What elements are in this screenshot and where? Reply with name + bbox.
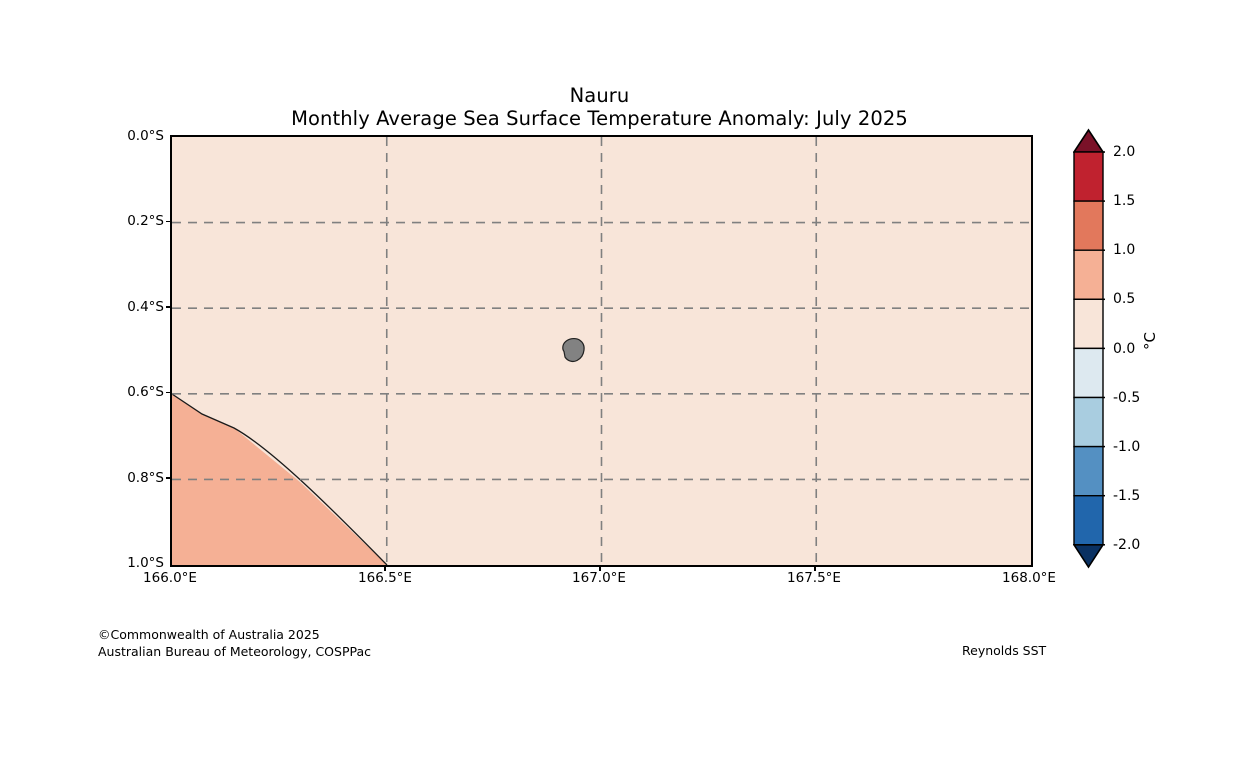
xtick-label-3: 167.5°E (787, 570, 841, 586)
map-canvas (172, 137, 1031, 565)
footer-attribution: ©Commonwealth of Australia 2025 Australi… (98, 626, 371, 660)
colorbar-band-m2p0-m1p5 (1073, 495, 1104, 546)
colorbar-band-1p0-1p5 (1073, 200, 1104, 251)
colorbar-tickmarks (1103, 151, 1105, 546)
footer-data-source: Reynolds SST (962, 643, 1047, 658)
colorbar-band-0p0-0p5 (1073, 298, 1104, 350)
map-plot-area (170, 135, 1033, 567)
ytick-mark-2 (166, 306, 172, 308)
ytick-mark-1 (166, 220, 172, 223)
page-title: Nauru Monthly Average Sea Surface Temper… (0, 84, 1199, 130)
ytick-label-4: 0.8°S (127, 470, 164, 486)
ytick-mark-3 (166, 391, 172, 394)
colorbar-tick-label-3: 0.5 (1113, 291, 1136, 307)
colorbar-tick-label-4: 0.0 (1113, 341, 1136, 357)
footer-agency: Australian Bureau of Meteorology, COSPPa… (98, 644, 371, 659)
colorbar-tick-label-5: -0.5 (1113, 390, 1141, 406)
footer-copyright: ©Commonwealth of Australia 2025 (98, 627, 320, 642)
anomaly-contour-line (172, 393, 388, 565)
colorbar-tick-label-1: 1.5 (1113, 193, 1136, 209)
colorbar-band-m0p5-0p0 (1073, 347, 1104, 399)
colorbar-band-m1p5-m1p0 (1073, 445, 1104, 497)
ytick-label-0: 0.0°S (127, 128, 164, 144)
xtick-label-0: 166.0°E (143, 570, 197, 586)
colorbar-under-arrow (1073, 544, 1105, 569)
xtick-label-1: 166.5°E (358, 570, 412, 586)
colorbar-tick-label-7: -1.5 (1113, 488, 1141, 504)
nauru-island-shape (562, 337, 585, 363)
colorbar-tick-label-2: 1.0 (1113, 242, 1136, 258)
colorbar-over-arrow (1073, 128, 1105, 153)
ytick-label-1: 0.2°S (127, 213, 164, 229)
colorbar-band-m1p0-m0p5 (1073, 396, 1104, 448)
colorbar-tick-label-0: 2.0 (1113, 144, 1136, 160)
xtick-label-4: 168.0°E (1002, 570, 1056, 586)
colorbar-band-0p5-1p0 (1073, 249, 1104, 300)
colorbar-tick-label-6: -1.0 (1113, 439, 1141, 455)
colorbar-bands (1073, 151, 1104, 546)
xtick-mark-2 (599, 565, 601, 571)
ytick-label-3: 0.6°S (127, 384, 164, 400)
gridlines-vertical (385, 137, 818, 565)
xtick-label-2: 167.0°E (572, 570, 626, 586)
ytick-label-2: 0.4°S (127, 299, 164, 315)
anomaly-region-sw (172, 394, 387, 565)
colorbar (1073, 128, 1105, 570)
colorbar-canvas (1073, 128, 1105, 569)
colorbar-units-label: °C (1140, 332, 1159, 350)
title-line-location: Nauru (569, 84, 630, 107)
colorbar-band-1p5-2p0 (1073, 151, 1104, 202)
title-line-description: Monthly Average Sea Surface Temperature … (291, 107, 908, 130)
ytick-mark-4 (166, 477, 172, 479)
ytick-label-5: 1.0°S (127, 555, 164, 571)
xtick-mark-3 (814, 565, 816, 571)
xtick-mark-1 (384, 565, 386, 571)
colorbar-tick-label-8: -2.0 (1113, 537, 1141, 553)
